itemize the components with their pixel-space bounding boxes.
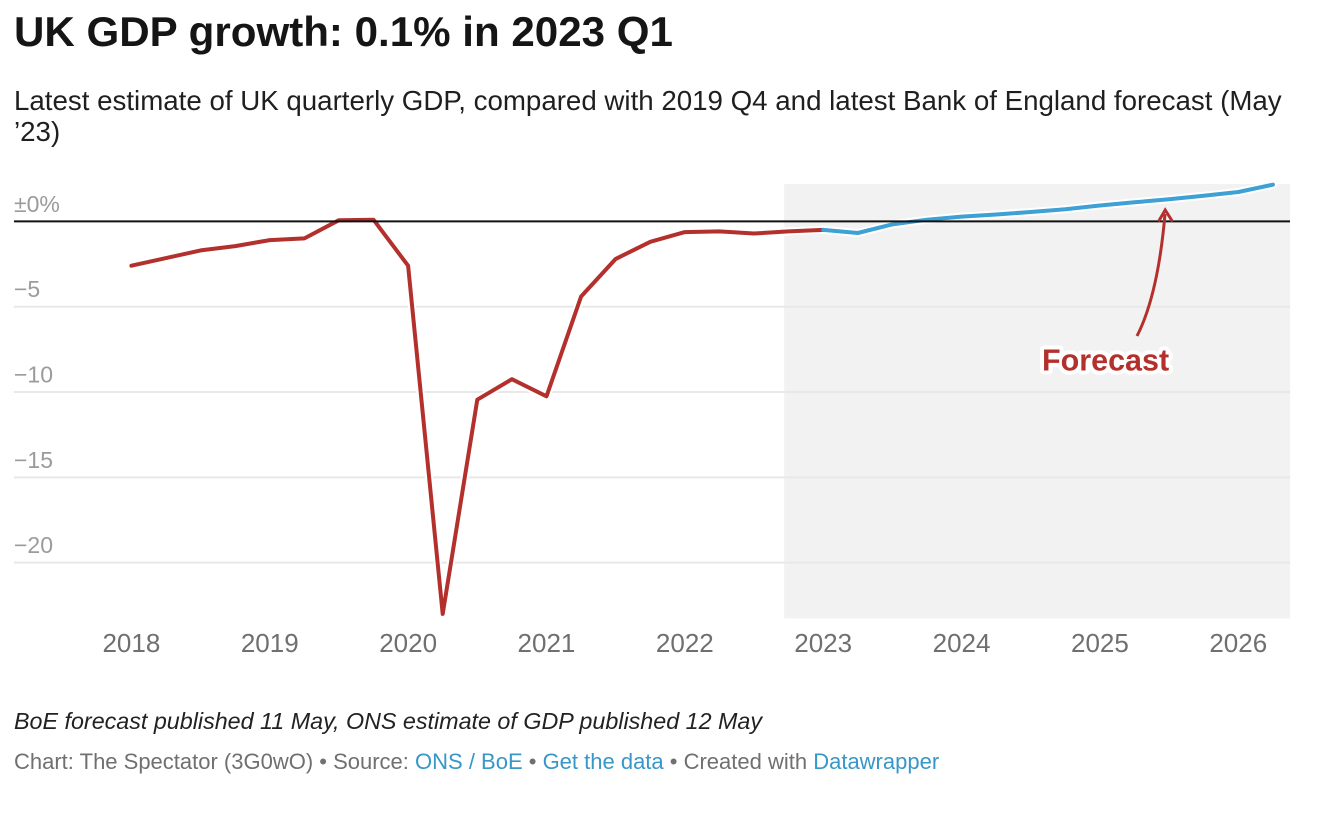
- forecast-highlight-region: [784, 184, 1291, 619]
- x-axis-label: 2020: [379, 628, 437, 658]
- forecast-gdp-line: [821, 182, 1275, 235]
- x-axis-label: 2019: [241, 628, 299, 658]
- x-axis-label: 2026: [1209, 628, 1267, 658]
- x-axis-label: 2025: [1071, 628, 1129, 658]
- attribution-line: Chart: The Spectator (3G0wO) • Source: O…: [14, 748, 1304, 776]
- y-axis-label: −15: [14, 447, 53, 473]
- attribution-created-with: • Created with: [663, 749, 814, 774]
- datawrapper-link[interactable]: Datawrapper: [813, 749, 940, 774]
- source-link[interactable]: ONS / BoE: [415, 749, 523, 774]
- x-axis-label: 2022: [656, 628, 714, 658]
- x-axis-label: 2018: [102, 628, 160, 658]
- attribution-separator: •: [522, 749, 543, 774]
- chart-title: UK GDP growth: 0.1% in 2023 Q1: [14, 8, 673, 55]
- x-axis-label: 2023: [794, 628, 852, 658]
- y-axis-label: −10: [14, 362, 53, 388]
- attribution-prefix: Chart: The Spectator (3G0wO) • Source:: [14, 749, 416, 774]
- x-axis-label: 2024: [933, 628, 991, 658]
- forecast-annotation-label: Forecast: [1042, 344, 1169, 378]
- actual-gdp-line: [129, 217, 826, 616]
- gdp-line-chart: ±0% −5 −10 −15 −20 2018 2019 2020 2021 2022 2023 20…: [14, 180, 1291, 658]
- forecast-arrow: [1135, 213, 1167, 337]
- y-axis-label: ±0%: [14, 191, 60, 217]
- get-the-data-link[interactable]: Get the data: [542, 749, 664, 774]
- footnote: BoE forecast published 11 May, ONS estim…: [14, 708, 763, 734]
- forecast-arrowhead: [1157, 207, 1174, 223]
- y-axis-label: −5: [14, 276, 40, 302]
- x-axis-label: 2021: [518, 628, 576, 658]
- chart-subtitle: Latest estimate of UK quarterly GDP, com…: [14, 85, 1282, 147]
- y-axis-label: −20: [14, 532, 53, 558]
- line-outline: [127, 215, 828, 618]
